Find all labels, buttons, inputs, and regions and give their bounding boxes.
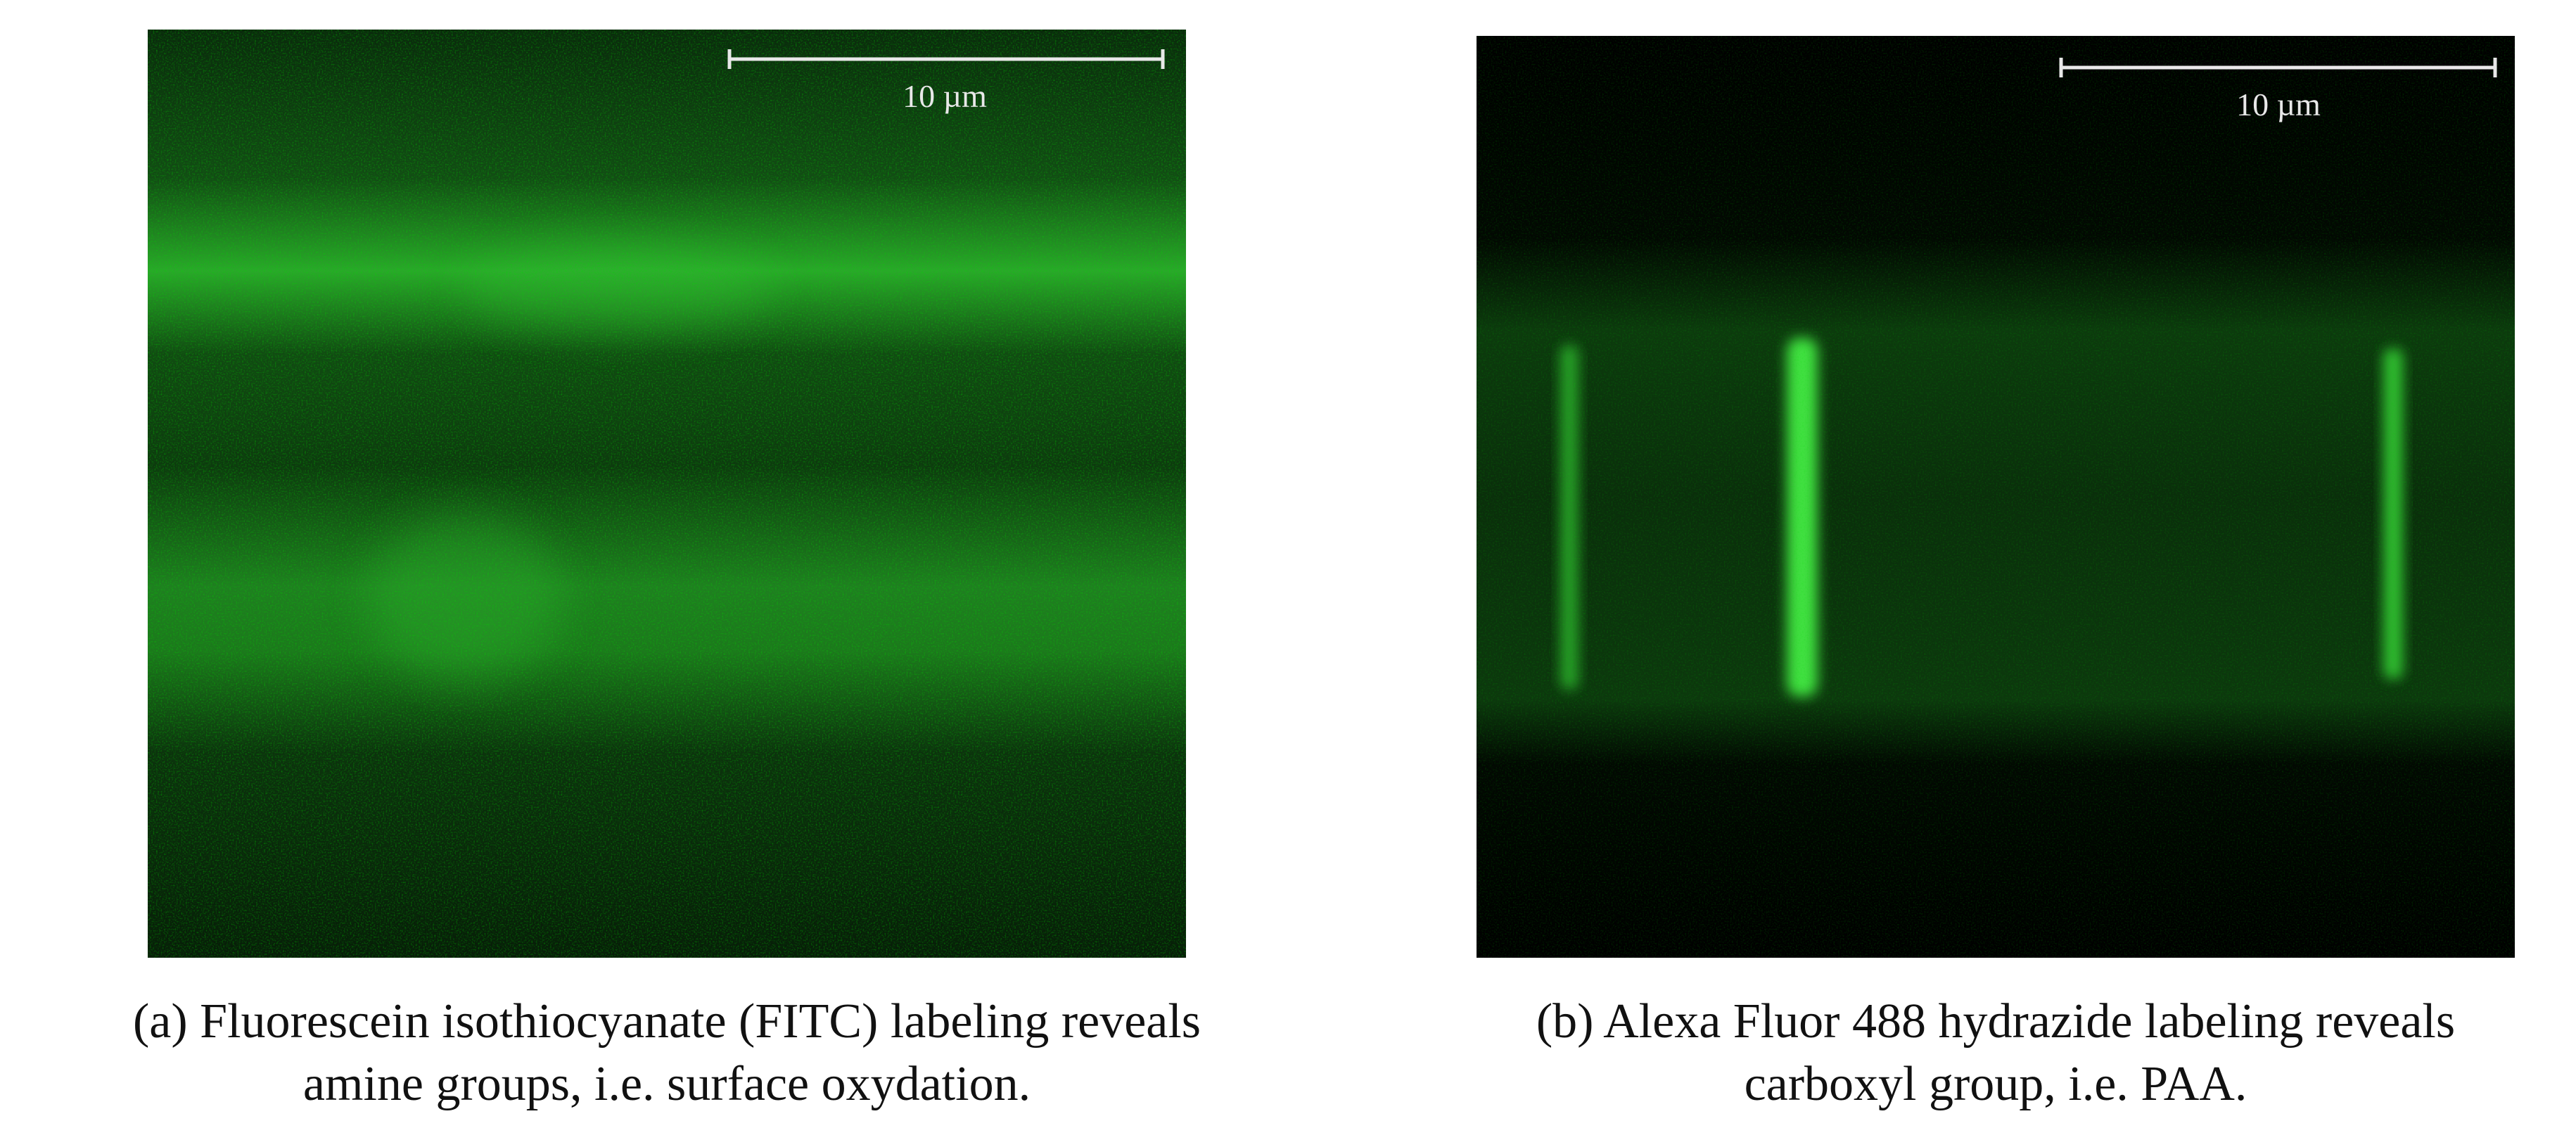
scale-bar — [2059, 58, 2497, 77]
scale-bar — [727, 49, 1165, 69]
scale-label: 10 µm — [2236, 87, 2321, 122]
caption: carboxyl group, i.e. PAA. — [1745, 1057, 2247, 1111]
caption: amine groups, i.e. surface oxydation. — [303, 1057, 1031, 1111]
noise — [148, 30, 1186, 958]
noise — [1477, 36, 2515, 958]
caption: (a) Fluorescein isothiocyanate (FITC) la… — [133, 994, 1201, 1049]
caption: (b) Alexa Fluor 488 hydrazide labeling r… — [1536, 994, 2455, 1049]
scale-label: 10 µm — [903, 78, 987, 114]
panel-b: 10 µm (b) Alexa Fluor 488 hydrazide labe… — [1477, 36, 2515, 1111]
panel-a: 10 µm (a) Fluorescein isothiocyanate (FI… — [133, 30, 1201, 1111]
